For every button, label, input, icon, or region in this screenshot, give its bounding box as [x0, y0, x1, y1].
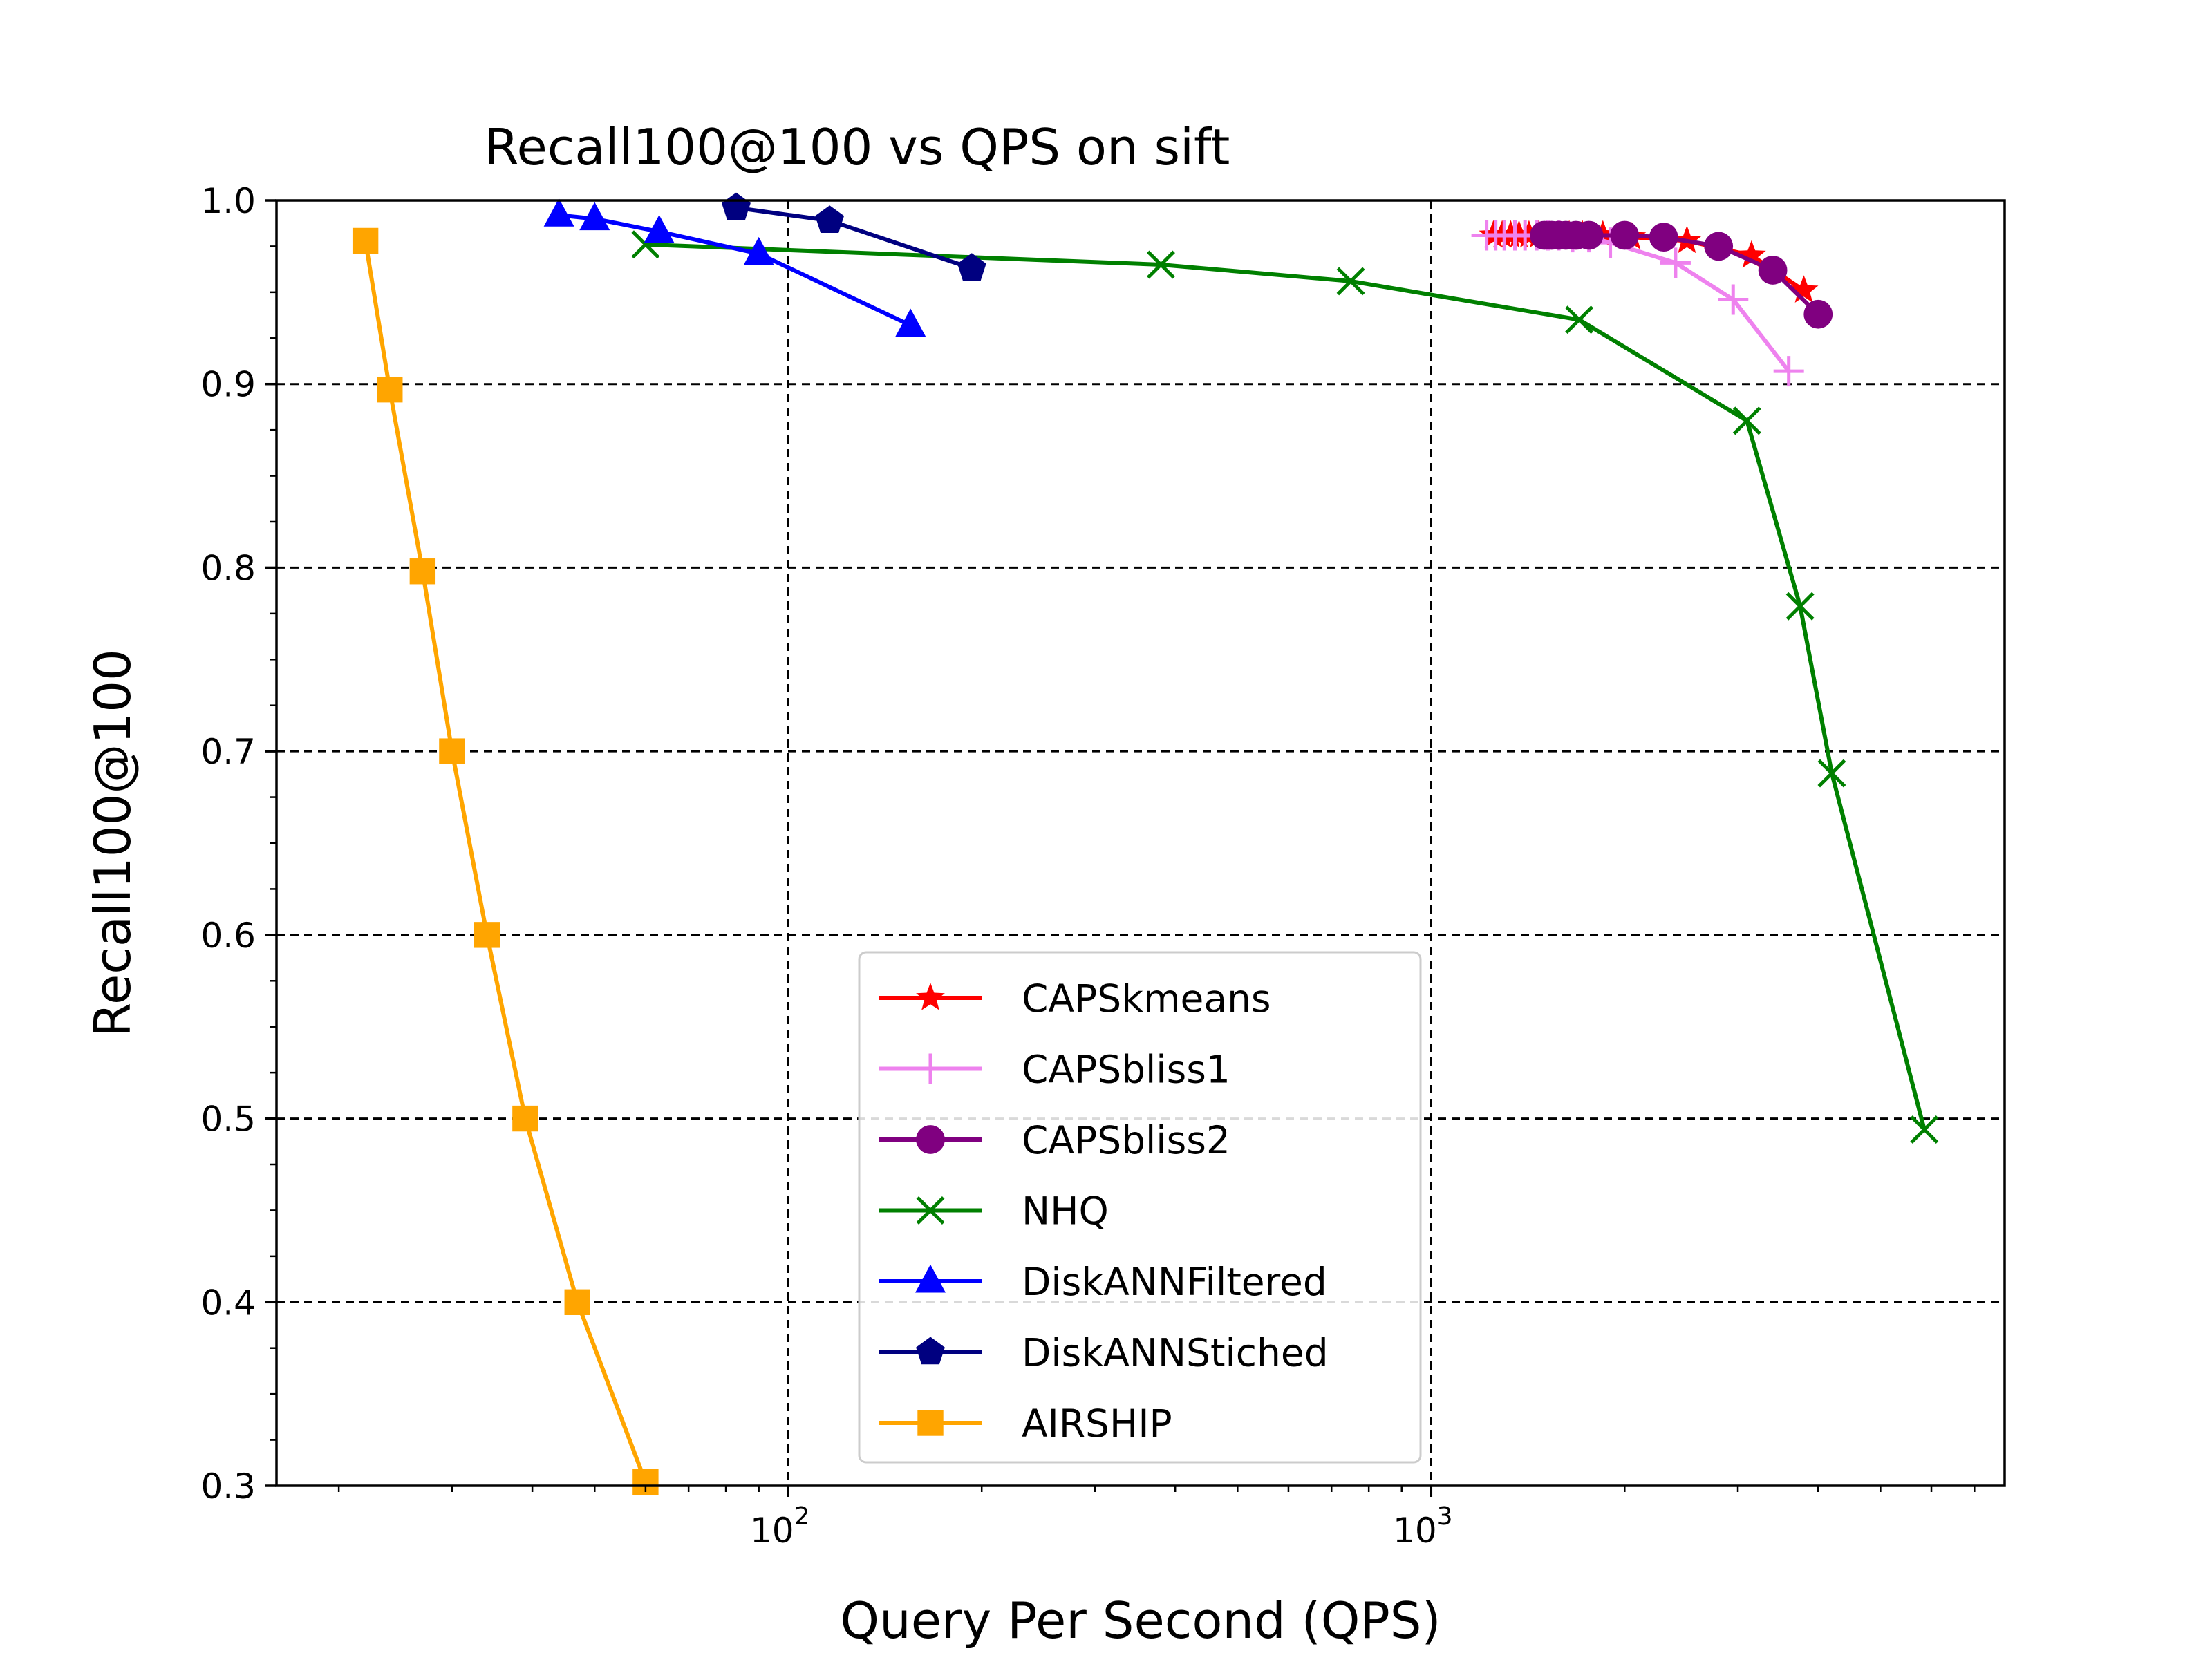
y-tick-label: 0.5 [200, 1099, 256, 1140]
data-point [439, 738, 465, 764]
data-point [1910, 1115, 1939, 1144]
data-point [1773, 356, 1804, 387]
legend-marker [916, 1125, 945, 1154]
data-point [895, 308, 926, 337]
y-tick-label: 0.6 [200, 916, 256, 956]
series-line [363, 240, 648, 1483]
y-tick-label: 0.3 [200, 1466, 256, 1507]
y-tick-label: 0.7 [200, 732, 256, 772]
x-tick-base: 10 [750, 1511, 794, 1551]
data-point [743, 236, 774, 265]
y-tick-label: 0.4 [200, 1283, 256, 1323]
data-point [352, 227, 379, 254]
legend-entry: DiskANNStiched [879, 1331, 1329, 1375]
data-point [957, 253, 986, 281]
series-line [645, 242, 1927, 1131]
legend-marker [916, 983, 945, 1010]
data-point [579, 202, 610, 231]
series-diskannstiched [722, 192, 986, 281]
x-axis-label: Query Per Second (QPS) [840, 1592, 1441, 1650]
data-point [512, 1105, 538, 1132]
data-point [1649, 223, 1678, 252]
legend-entry: CAPSkmeans [879, 976, 1271, 1021]
legend-entry: AIRSHIP [879, 1401, 1172, 1446]
data-point [1732, 406, 1761, 435]
legend-label: CAPSbliss1 [1022, 1048, 1230, 1092]
x-tick-label: 103 [1393, 1502, 1453, 1551]
legend-marker [915, 1053, 946, 1084]
series-airship [352, 227, 659, 1495]
x-tick-label: 102 [750, 1502, 810, 1551]
data-point [1574, 220, 1604, 250]
legend-label: CAPSbliss2 [1022, 1118, 1230, 1162]
legend-marker [915, 1264, 946, 1293]
data-point [1789, 275, 1819, 303]
y-axis-label: Recall100@100 [84, 649, 142, 1037]
data-point [1565, 305, 1594, 334]
legend-marker [917, 1410, 944, 1436]
legend-entry: DiskANNFiltered [879, 1260, 1327, 1304]
legend-marker [916, 1196, 945, 1225]
data-point [1736, 240, 1766, 268]
data-point [1146, 250, 1175, 279]
x-tick-exponent: 2 [794, 1502, 810, 1531]
legend-label: AIRSHIP [1022, 1401, 1172, 1446]
x-tick-base: 10 [1393, 1511, 1437, 1551]
data-point [815, 205, 845, 233]
legend: CAPSkmeans CAPSbliss1 CAPSbliss2 NHQ DiskANN… [858, 951, 1422, 1464]
data-point [1758, 256, 1788, 285]
data-point [564, 1289, 590, 1315]
chart-title: Recall100@100 vs QPS on sift [485, 118, 1230, 176]
data-point [1718, 284, 1749, 315]
series-capsbliss2 [1530, 220, 1833, 329]
data-point [644, 214, 675, 243]
data-point [1704, 232, 1734, 261]
y-tick-label: 0.9 [200, 365, 256, 405]
series-diskannfiltered [543, 198, 926, 337]
legend-label: NHQ [1022, 1189, 1109, 1234]
legend-entry: CAPSbliss2 [879, 1118, 1230, 1162]
legend-label: DiskANNFiltered [1022, 1260, 1327, 1304]
legend-label: DiskANNStiched [1022, 1331, 1329, 1375]
data-point [1785, 592, 1815, 621]
data-point [474, 922, 500, 948]
data-point [1660, 247, 1691, 278]
y-tick-label: 1.0 [200, 181, 256, 221]
legend-marker [916, 1337, 945, 1365]
series-layer [352, 192, 1939, 1495]
series-nhq [631, 230, 1939, 1144]
data-point [1336, 267, 1365, 296]
data-point [1610, 220, 1640, 250]
legend-label: CAPSkmeans [1022, 976, 1271, 1021]
data-point [409, 558, 436, 585]
data-point [1817, 759, 1846, 788]
x-tick-exponent: 3 [1437, 1502, 1453, 1531]
y-tick-label: 0.8 [200, 548, 256, 588]
data-point [1803, 299, 1833, 329]
legend-entry: NHQ [879, 1189, 1109, 1234]
legend-entry: CAPSbliss1 [879, 1048, 1230, 1092]
legend-items: CAPSkmeans CAPSbliss1 CAPSbliss2 NHQ DiskANN… [879, 976, 1329, 1446]
data-point [722, 192, 751, 220]
data-point [377, 376, 403, 403]
data-point [543, 198, 574, 227]
legend-frame [858, 951, 1422, 1464]
